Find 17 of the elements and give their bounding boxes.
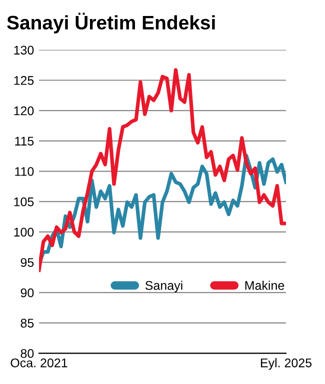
y-tick-label: 130 (14, 46, 34, 55)
y-tick-label: 125 (14, 76, 34, 85)
y-tick-label: 120 (14, 106, 34, 116)
y-tick-label: 115 (15, 136, 34, 146)
x-tick-label: Oca. 2021 (10, 358, 68, 368)
chart-title: Sanayi Üretim Endeksi (7, 12, 215, 34)
y-tick-label: 110 (15, 167, 34, 176)
y-tick-label: 100 (14, 228, 34, 237)
legend-label: Makine (245, 280, 284, 290)
y-tick-label: 85 (20, 318, 34, 328)
y-tick-label: 90 (20, 288, 34, 298)
line-series (39, 68, 286, 272)
y-tick-label: 95 (20, 258, 34, 267)
legend-label: Sanayi (145, 280, 182, 292)
y-tick-label: 105 (14, 197, 34, 206)
y-tick-label: 80 (20, 349, 34, 358)
x-tick-label: Eyl. 2025 (260, 358, 312, 370)
